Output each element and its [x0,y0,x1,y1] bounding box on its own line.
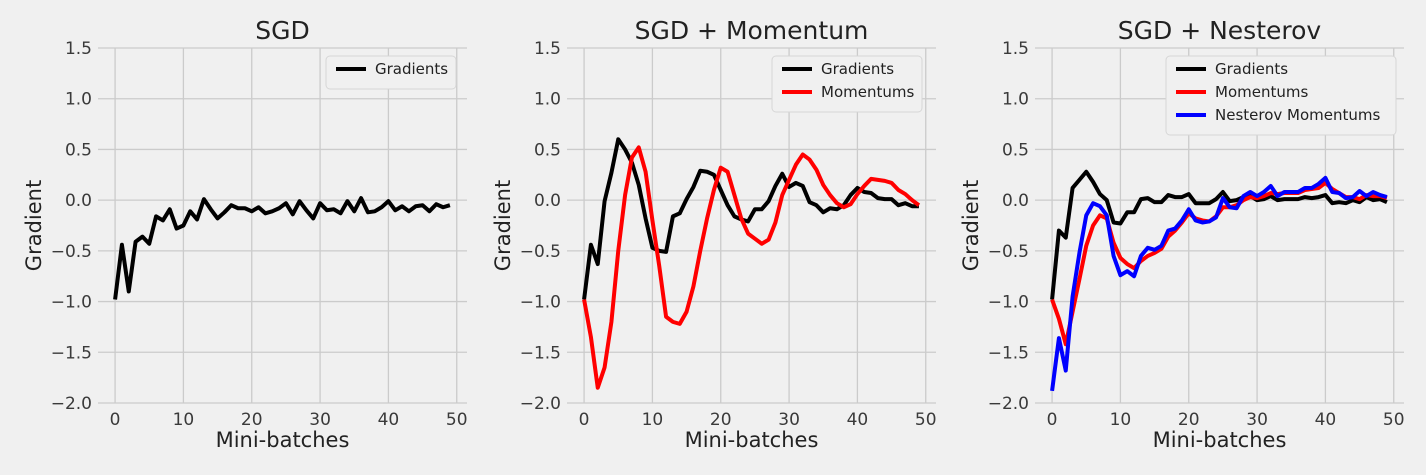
chart-2-ylabel: Gradient [959,180,983,271]
chart-2-xtick-label: 40 [1315,410,1337,430]
chart-1-xtick-label: 0 [579,410,590,430]
chart-1-xtick-label: 20 [710,410,732,430]
chart-1-title: SGD + Momentum [635,16,869,45]
chart-0-title: SGD [255,16,310,45]
chart-1-xtick-label: 50 [915,410,937,430]
chart-0-ylabel: Gradient [22,180,46,271]
chart-1-ytick-label: 0.5 [534,140,561,160]
chart-1-ytick-label: 1.0 [534,90,561,110]
chart-2-legend [1165,55,1397,136]
chart-1-ytick-label: −1.0 [520,293,561,313]
chart-2-xtick-label: 30 [1246,410,1268,430]
chart-1-xtick-label: 10 [642,410,664,430]
chart-2-ytick-label: 0.0 [1002,191,1029,211]
chart-1-xlabel: Mini-batches [685,428,819,452]
chart-0-ytick-label: −1.5 [51,343,92,363]
chart-0-xtick-label: 50 [446,410,468,430]
chart-1-ytick-label: 0.0 [534,191,561,211]
chart-1-series-gradients-line [582,137,919,300]
chart-2-legend-label-nesterov-momentums: Nesterov Momentums [1215,106,1381,124]
chart-1-ylabel: Gradient [491,180,515,271]
chart-2-title: SGD + Nesterov [1118,16,1322,45]
chart-2-ytick-label: 1.5 [1002,39,1029,59]
chart-0-ytick-label: 0.0 [65,191,92,211]
chart-1-xtick-label: 30 [778,410,800,430]
chart-0-ytick-label: 1.0 [65,90,92,110]
chart-0-ytick-label: −1.0 [51,293,92,313]
chart-2-xlabel: Mini-batches [1153,428,1287,452]
chart-2-series-nesterov-momentums-line [1050,175,1388,392]
chart-0-legend-label-gradients: Gradients [375,60,448,78]
chart-2-ytick-label: −1.0 [988,293,1029,313]
chart-panel-sgd-momentum: 0 10 20 30 40 50 −2.0 −1.5 −1.0 −0.5 0.0 0.5 1.0 1.5 M… [491,16,937,452]
chart-2-xtick-label: 10 [1110,410,1132,430]
chart-0-xtick-label: 20 [241,410,263,430]
chart-2-series-gradients-line [1050,169,1388,300]
chart-2-ytick-label: 0.5 [1002,140,1029,160]
chart-2-xtick-label: 50 [1383,410,1405,430]
chart-2-legend-label-gradients: Gradients [1215,60,1288,78]
chart-1-legend-label-gradients: Gradients [821,60,894,78]
chart-1-xtick-label: 40 [847,410,869,430]
chart-panel-sgd-nesterov: 0 10 20 30 40 50 −2.0 −1.5 −1.0 −0.5 0.0 0.5 1.0 1.5 M… [959,16,1405,452]
chart-1-ytick-label: −1.5 [520,343,561,363]
chart-1-series-momentums-line [582,145,921,390]
chart-1-ytick-label: −0.5 [520,242,561,262]
chart-2-ytick-label: −2.0 [988,394,1029,414]
chart-0-xtick-label: 10 [173,410,195,430]
chart-0-plot-area [98,48,467,403]
chart-0-ytick-label: −2.0 [51,394,92,414]
chart-0-xtick-label: 0 [110,410,121,430]
chart-2-ytick-label: 1.0 [1002,90,1029,110]
chart-2-xtick-label: 20 [1178,410,1200,430]
chart-panel-sgd: 0 10 20 30 40 50 −2.0 −1.5 −1.0 −0.5 0.0 0.5 1.0 1.5 M… [22,16,468,452]
chart-1-ytick-label: −2.0 [520,394,561,414]
chart-2-ytick-label: −0.5 [988,242,1029,262]
chart-0-ytick-label: 0.5 [65,140,92,160]
chart-0-xtick-label: 30 [309,410,331,430]
chart-0-series-gradients-line [113,196,451,300]
chart-0-xtick-label: 40 [378,410,400,430]
chart-0-legend [325,55,457,90]
chart-0-ytick-label: 1.5 [65,39,92,59]
chart-0-xlabel: Mini-batches [216,428,350,452]
chart-2-xtick-label: 0 [1047,410,1058,430]
chart-1-ytick-label: 1.5 [534,39,561,59]
chart-0-ytick-label: −0.5 [51,242,92,262]
chart-2-ytick-label: −1.5 [988,343,1029,363]
chart-1-legend-label-momentums: Momentums [821,83,914,101]
chart-2-legend-label-momentums: Momentums [1215,83,1308,101]
